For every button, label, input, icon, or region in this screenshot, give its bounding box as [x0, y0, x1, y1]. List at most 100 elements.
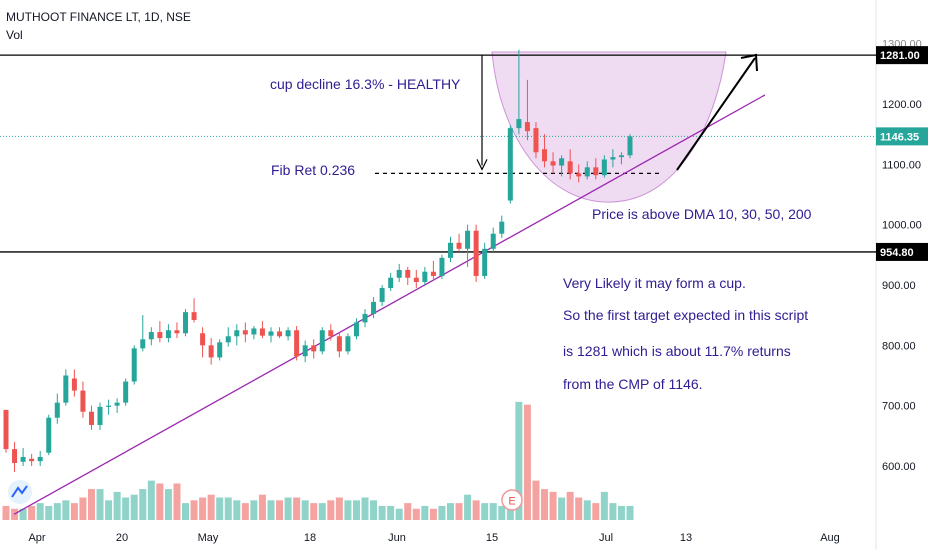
rising-trendline[interactable] [13, 94, 766, 515]
volume-bar [464, 494, 472, 520]
note-line-4: from the CMP of 1146. [563, 376, 703, 392]
candle-body [465, 230, 471, 249]
volume-bar [139, 489, 147, 520]
candle-body [29, 458, 35, 462]
candle-body [499, 221, 505, 234]
candle-body [439, 257, 445, 276]
earnings-badge[interactable]: E [501, 489, 523, 511]
price-tick: 1200.00 [882, 99, 922, 111]
candlesticks [3, 49, 633, 473]
candle [319, 327, 325, 355]
candle [353, 318, 359, 340]
volume-bar [438, 505, 446, 520]
candle-body [242, 330, 248, 335]
candle [533, 122, 539, 159]
candle-body [388, 277, 394, 289]
support-price-label: 954.80 [876, 242, 928, 261]
candle-body [353, 322, 359, 337]
volume-bar [199, 497, 207, 520]
candle-body [524, 122, 530, 132]
candle [405, 266, 411, 285]
candle-body [302, 345, 308, 357]
volume-bar [293, 497, 301, 520]
candle-body [559, 158, 565, 166]
candle [259, 321, 265, 339]
candle-body [379, 288, 385, 302]
candle-body [336, 336, 342, 352]
volume-bar [498, 505, 506, 520]
candle [584, 161, 590, 180]
time-tick: Aug [820, 532, 840, 544]
candle [208, 338, 214, 365]
candle [413, 269, 419, 289]
volume-bar [609, 503, 617, 520]
volume-bar [233, 500, 241, 520]
candle [627, 134, 633, 159]
price-tick: 600.00 [882, 461, 916, 473]
volume-bar [45, 505, 53, 520]
candle [251, 326, 257, 340]
candle [302, 340, 308, 363]
candle-body [234, 330, 240, 337]
volume-bar [130, 494, 138, 520]
candle [379, 285, 385, 307]
candle-body [507, 128, 513, 201]
candle [439, 254, 445, 279]
candle-body [576, 173, 582, 177]
candle-body [584, 167, 590, 177]
volume-bar [583, 500, 591, 520]
candle [328, 324, 334, 341]
candle-body [217, 342, 223, 358]
candle [140, 315, 146, 352]
candle [165, 324, 171, 343]
volume-bar [173, 483, 181, 520]
candle [576, 164, 582, 183]
candle-body [157, 332, 163, 339]
candle [71, 369, 77, 397]
candle [550, 152, 556, 174]
candle [97, 402, 103, 430]
volume-bar [276, 500, 284, 520]
candle [396, 263, 402, 282]
candle-body [627, 136, 633, 156]
candle [542, 134, 548, 168]
candle [499, 215, 505, 238]
candle-body [371, 301, 377, 314]
symbol-title: MUTHOOT FINANCE LT, 1D, NSE [6, 10, 191, 24]
price-tick: 900.00 [882, 280, 916, 292]
candle [601, 155, 607, 178]
candle-body [12, 449, 18, 463]
volume-bar [446, 503, 454, 520]
volume-bar [404, 503, 412, 520]
volume-bar [472, 500, 480, 520]
candle [336, 332, 342, 358]
candle-body [183, 312, 189, 334]
volume-bar [352, 500, 360, 520]
candle [516, 49, 522, 135]
candle [183, 309, 189, 337]
logo-icon [11, 485, 28, 498]
candle [123, 378, 129, 406]
candle-body [123, 381, 129, 403]
candle [20, 447, 26, 466]
volume-bar [113, 491, 121, 520]
candle-body [550, 161, 556, 166]
candle [507, 125, 513, 204]
last-price-label-bg [876, 127, 928, 146]
candle [593, 158, 599, 180]
candle-body [140, 339, 146, 349]
candle-body [567, 161, 573, 174]
candle [200, 327, 206, 358]
volume-bar [532, 480, 540, 520]
candle-body [37, 456, 43, 462]
candle-body [610, 157, 616, 160]
candle-body [422, 271, 428, 282]
candle [311, 339, 317, 359]
volume-bar [216, 497, 224, 520]
candle-body [268, 331, 274, 336]
candle-body [447, 242, 453, 258]
volume-bar [267, 500, 275, 520]
volume-bar [87, 489, 95, 520]
volume-bar [62, 500, 70, 520]
